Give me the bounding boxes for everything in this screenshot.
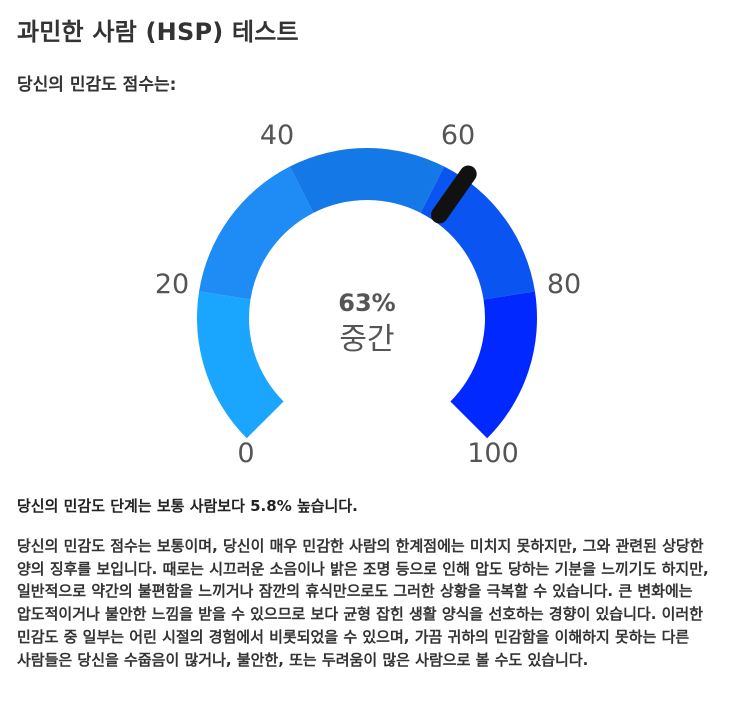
summary-percent: 5.8% [250, 497, 292, 515]
gauge-segment-80-100 [450, 291, 537, 439]
summary-prefix: 당신의 민감도 단계는 보통 사람보다 [17, 497, 251, 515]
scale-label-40: 40 [260, 120, 294, 151]
page-title: 과민한 사람 (HSP) 테스트 [17, 18, 299, 46]
scale-label-80: 80 [547, 269, 581, 300]
score-heading: 당신의 민감도 점수는: [17, 75, 177, 95]
summary-suffix: 높습니다. [291, 497, 358, 515]
gauge-level: 중간 [339, 322, 394, 357]
gauge-needle [430, 165, 477, 224]
gauge-value: 63% [338, 289, 395, 317]
result-description: 당신의 민감도 점수는 보통이며, 당신이 매우 민감한 사람의 한계점에는 미… [17, 537, 709, 669]
gauge-scale-labels: 0 20 40 60 80 100 [155, 120, 581, 469]
scale-label-60: 60 [441, 120, 475, 151]
gauge-segment-20-40 [199, 166, 314, 300]
scale-label-0: 0 [237, 438, 254, 469]
gauge-segment-60-80 [420, 166, 535, 300]
scale-label-20: 20 [155, 269, 189, 300]
gauge-segment-0-20 [197, 291, 284, 439]
gauge-segment-40-60 [289, 148, 445, 213]
scale-label-100: 100 [467, 438, 519, 469]
sensitivity-gauge: 0 20 40 60 80 100 63% 중간 [155, 120, 581, 469]
summary-text: 당신의 민감도 단계는 보통 사람보다 5.8% 높습니다. [17, 495, 358, 516]
